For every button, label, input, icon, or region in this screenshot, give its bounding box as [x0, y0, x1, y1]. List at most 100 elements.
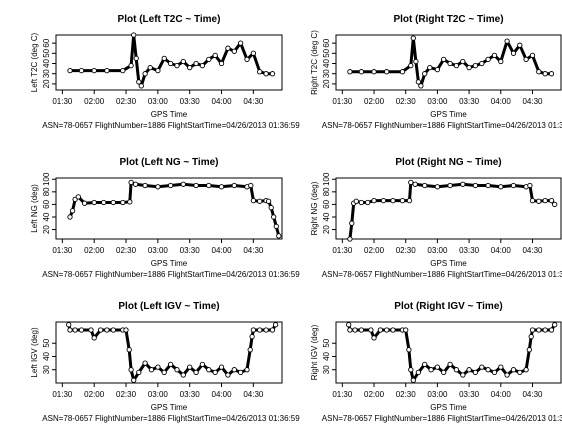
data-point — [549, 328, 553, 332]
data-point — [391, 198, 395, 202]
data-point — [79, 68, 83, 72]
plot-panel-1: Plot (Left T2C ~ Time) 01:30 02:00 02:30 03:… — [30, 14, 300, 130]
x-tick-label: 01:30 — [52, 246, 73, 255]
data-point — [92, 68, 96, 72]
data-point — [492, 53, 496, 57]
data-point — [518, 370, 522, 374]
x-tick-label: 03:30 — [459, 246, 480, 255]
data-point — [127, 348, 131, 352]
flight-caption: ASN=78-0657 FlightNumber=1886 FlightStar… — [42, 414, 300, 423]
data-point — [129, 368, 133, 372]
data-point — [200, 362, 204, 366]
data-point — [416, 370, 420, 374]
data-point — [270, 72, 274, 76]
x-tick-label: 04:30 — [522, 97, 543, 106]
x-tick-label: 01:30 — [52, 97, 73, 106]
data-point — [226, 373, 230, 377]
data-point — [391, 328, 395, 332]
x-tick-label: 04:30 — [243, 390, 264, 399]
data-point — [143, 183, 147, 187]
x-axis-label: GPS Time — [430, 259, 467, 268]
x-tick-label: 04:30 — [243, 97, 264, 106]
data-point — [270, 328, 274, 332]
y-tick-label: 60 — [42, 38, 51, 47]
data-point — [347, 323, 351, 327]
y-tick-label: 20 — [322, 79, 331, 88]
plot-panel-6: Plot (Right IGV ~ Time)01:30 02:00 02:30 03… — [310, 301, 562, 423]
plot-panel-5: Plot (Left IGV ~ Time)01:30 02:00 02:30 03:… — [30, 301, 300, 423]
y-tick-label: 30 — [322, 365, 331, 374]
y-tick-label: 60 — [42, 199, 51, 208]
data-point — [82, 201, 86, 205]
x-tick-label: 04:00 — [212, 97, 233, 106]
data-point — [372, 336, 376, 340]
x-tick-label: 03:00 — [148, 97, 169, 106]
data-point — [143, 72, 147, 76]
plot-panel-2: Plot (Right T2C ~ Time)01:30 02:00 02:30 03… — [310, 14, 562, 130]
data-point — [442, 57, 446, 61]
data-point — [409, 63, 413, 67]
data-point — [121, 200, 125, 204]
x-tick-label: 02:00 — [364, 246, 385, 255]
data-point — [372, 198, 376, 202]
y-tick-label: 20 — [42, 225, 51, 234]
plot-title: Plot (Right IGV ~ Time) — [394, 301, 502, 312]
data-point — [499, 59, 503, 63]
data-point — [461, 373, 465, 377]
data-point — [213, 53, 217, 57]
data-point — [372, 70, 376, 74]
y-tick-label: 100 — [322, 172, 331, 186]
data-point — [480, 61, 484, 65]
x-tick-label: 04:00 — [491, 390, 512, 399]
data-point — [448, 61, 452, 65]
data-point — [473, 63, 477, 67]
data-point — [467, 368, 471, 372]
data-point — [156, 185, 160, 189]
data-point — [369, 328, 373, 332]
data-point — [105, 328, 109, 332]
data-point — [269, 205, 273, 209]
data-point — [404, 328, 408, 332]
data-point — [467, 65, 471, 69]
data-point — [175, 368, 179, 372]
data-point — [385, 328, 389, 332]
data-point — [92, 336, 96, 340]
data-point — [492, 370, 496, 374]
data-point — [549, 198, 553, 202]
data-point — [518, 43, 522, 47]
data-point — [528, 183, 532, 187]
y-tick-label: 60 — [322, 199, 331, 208]
data-point — [124, 328, 128, 332]
data-point — [435, 67, 439, 71]
data-point — [423, 183, 427, 187]
data-point — [129, 180, 133, 184]
data-point — [232, 49, 236, 53]
data-point — [149, 368, 153, 372]
x-tick-label: 03:00 — [427, 390, 448, 399]
data-point — [76, 195, 80, 199]
data-point — [258, 199, 262, 203]
data-point — [194, 183, 198, 187]
data-point — [530, 53, 534, 57]
data-point — [537, 70, 541, 74]
data-point — [411, 36, 415, 40]
data-point — [553, 202, 557, 206]
data-point — [359, 328, 363, 332]
data-point — [448, 362, 452, 366]
data-point — [181, 59, 185, 63]
x-tick-label: 03:00 — [148, 390, 169, 399]
data-point — [250, 334, 254, 338]
data-point — [143, 361, 147, 365]
plot-panel-3: Plot (Left NG ~ Time)01:30 02:00 02:30 03:0… — [30, 157, 300, 279]
data-point — [353, 328, 357, 332]
data-point — [435, 365, 439, 369]
data-point — [511, 368, 515, 372]
data-point — [537, 199, 541, 203]
data-point — [454, 63, 458, 67]
data-point — [524, 57, 528, 61]
data-point — [354, 199, 358, 203]
data-point — [168, 183, 172, 187]
x-tick-label: 03:30 — [459, 97, 480, 106]
data-point — [89, 328, 93, 332]
